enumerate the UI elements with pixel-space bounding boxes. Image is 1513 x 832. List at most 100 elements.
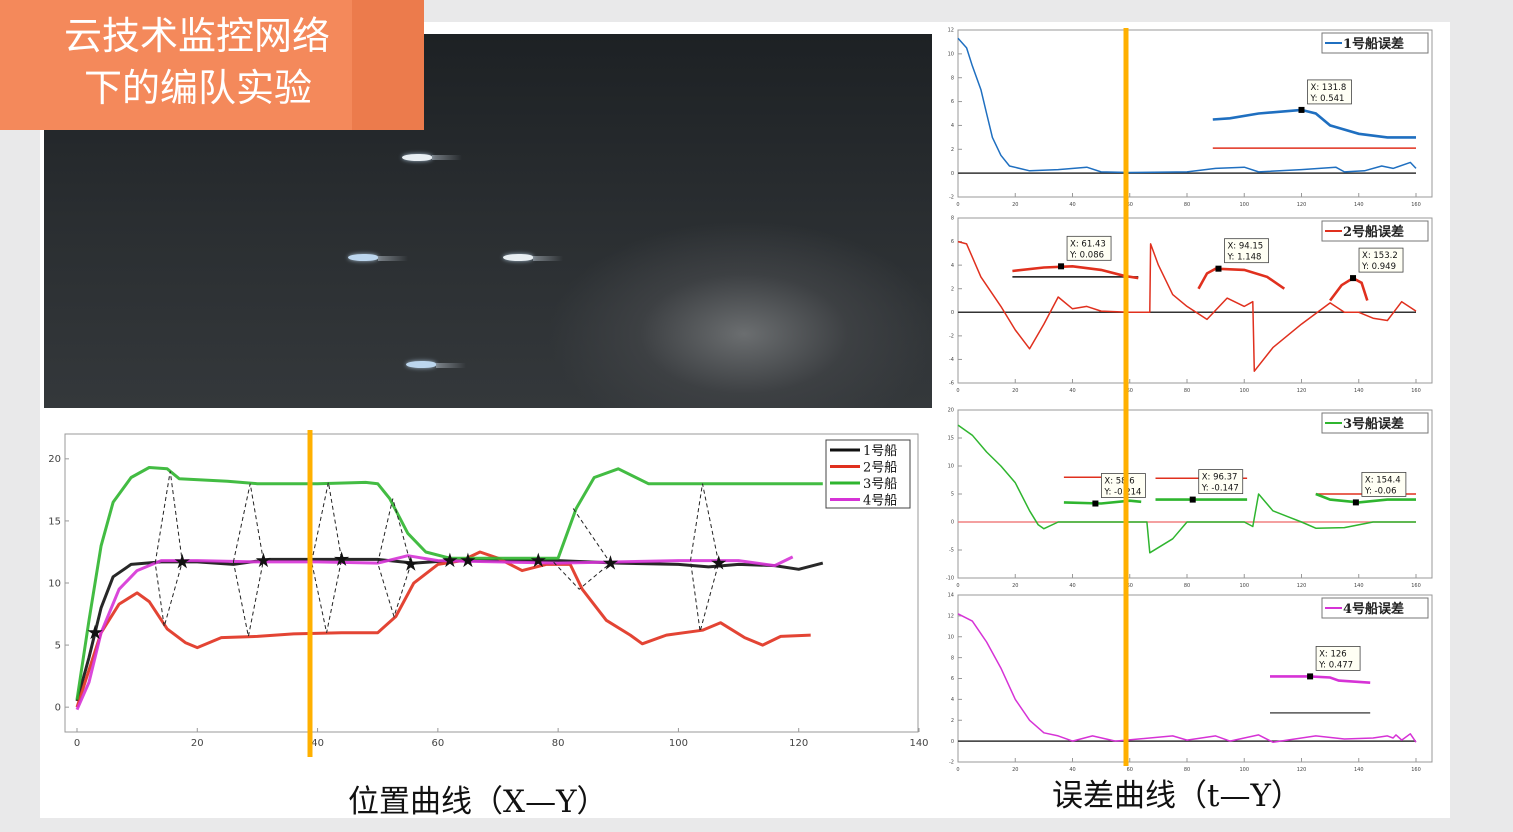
banner-line-2: 下的编队实验 bbox=[84, 66, 313, 110]
datatip-marker bbox=[1352, 499, 1359, 506]
x-tick-label: 80 bbox=[1184, 388, 1190, 394]
zoom-inset-curve bbox=[1197, 267, 1286, 290]
x-tick-label: 140 bbox=[1354, 767, 1364, 773]
boat-wake bbox=[432, 155, 462, 160]
series-line-ship-1 bbox=[75, 557, 824, 702]
x-tick-label: 60 bbox=[1127, 583, 1133, 589]
zoom-inset-curve bbox=[1212, 108, 1416, 139]
x-tick-label: 0 bbox=[956, 583, 959, 589]
formation-link bbox=[551, 508, 612, 590]
banner-line-1: 云技术监控网络 bbox=[64, 14, 331, 58]
legend: 2号船误差 bbox=[1321, 220, 1429, 242]
y-tick-label: -10 bbox=[946, 576, 954, 582]
y-tick-label: 2 bbox=[951, 718, 954, 724]
x-tick-label: 40 bbox=[1069, 583, 1075, 589]
legend-label-ship-3: 3号船 bbox=[863, 477, 897, 492]
datatip-box bbox=[1358, 247, 1404, 273]
chart-error3: 0 20 40 60 80 100 120 140 160 -10 -5 0 5 10 15 20 X: 58.… bbox=[946, 408, 1433, 589]
y-tick-label: 15 bbox=[948, 436, 954, 442]
legend-label-ship-2: 2号船 bbox=[863, 461, 897, 476]
legend-label-ship-4: 4号船 bbox=[863, 494, 897, 509]
y-tick-label: 15 bbox=[48, 516, 61, 527]
y-tick-label: 0 bbox=[951, 310, 954, 316]
x-tick-label: 100 bbox=[1239, 583, 1249, 589]
datatip-marker bbox=[1058, 263, 1065, 270]
datatip-box bbox=[1315, 646, 1361, 671]
datatip-y: Y: 0.477 bbox=[1318, 660, 1353, 670]
legend-label: 3号船误差 bbox=[1343, 416, 1404, 432]
y-tick-label: 0 bbox=[951, 171, 954, 177]
datatip-box bbox=[1361, 471, 1407, 497]
boat-1 bbox=[402, 154, 432, 161]
y-tick-label: -2 bbox=[949, 334, 954, 340]
y-tick-label: -6 bbox=[949, 381, 954, 387]
x-tick-label: 100 bbox=[1239, 202, 1249, 208]
x-tick-label: 20 bbox=[1012, 388, 1018, 394]
leader-star-marker bbox=[174, 553, 190, 569]
datatip-y: Y: 0.541 bbox=[1310, 94, 1345, 104]
x-tick-label: 160 bbox=[1411, 767, 1421, 773]
leader-star-marker bbox=[403, 556, 419, 571]
error-curve-caption: 误差曲线（t—Y） bbox=[1052, 778, 1302, 814]
y-tick-label: 12 bbox=[948, 614, 954, 620]
y-tick-label: 2 bbox=[951, 147, 954, 153]
zoom-inset-curve bbox=[1270, 675, 1371, 684]
x-tick-label: 40 bbox=[1069, 388, 1075, 394]
x-tick-label: 140 bbox=[1354, 202, 1364, 208]
datatip-box bbox=[1066, 235, 1112, 261]
y-tick-label: 20 bbox=[948, 408, 954, 414]
x-tick-label: 120 bbox=[1297, 767, 1307, 773]
y-tick-label: 8 bbox=[951, 655, 954, 661]
y-tick-label: 6 bbox=[951, 99, 954, 105]
leader-star-marker bbox=[602, 555, 619, 570]
legend-label: 4号船误差 bbox=[1343, 601, 1404, 617]
x-tick-label: 140 bbox=[909, 738, 928, 749]
y-tick-label: 8 bbox=[951, 216, 954, 222]
x-tick-label: 140 bbox=[1354, 388, 1364, 394]
x-tick-label: 60 bbox=[431, 738, 444, 749]
title-banner-accent bbox=[352, 0, 424, 130]
leader-star-marker bbox=[255, 552, 272, 568]
x-tick-label: 40 bbox=[311, 738, 324, 749]
x-tick-label: 20 bbox=[1012, 583, 1018, 589]
y-tick-label: 5 bbox=[951, 492, 954, 498]
x-tick-label: 0 bbox=[956, 388, 959, 394]
datatip-y: Y: -0.06 bbox=[1364, 486, 1397, 496]
x-tick-label: 60 bbox=[1127, 767, 1133, 773]
plot-frame bbox=[957, 29, 1433, 198]
legend-box bbox=[1321, 597, 1429, 619]
leader-star-marker bbox=[334, 551, 350, 566]
datatip-x: X: 96.37 bbox=[1202, 473, 1238, 483]
datatip-marker bbox=[1350, 275, 1357, 282]
x-tick-label: 160 bbox=[1411, 583, 1421, 589]
leader-star-marker bbox=[442, 552, 458, 568]
x-tick-label: 100 bbox=[669, 738, 688, 749]
boat-wake bbox=[436, 363, 466, 368]
boat-wake bbox=[533, 256, 563, 261]
x-tick-label: 100 bbox=[1239, 388, 1249, 394]
leader-star-marker bbox=[530, 552, 546, 568]
y-tick-label: 0 bbox=[951, 739, 954, 745]
y-tick-label: 10 bbox=[48, 578, 61, 589]
plot-frame bbox=[957, 217, 1433, 384]
datatip-marker bbox=[1215, 265, 1222, 272]
x-tick-label: 60 bbox=[1127, 388, 1133, 394]
datatip-x: X: 94.15 bbox=[1227, 242, 1263, 252]
x-tick-label: 80 bbox=[552, 738, 565, 749]
legend-box bbox=[1321, 412, 1429, 434]
x-tick-label: 20 bbox=[1012, 202, 1018, 208]
error-line bbox=[957, 613, 1417, 743]
x-tick-label: 0 bbox=[956, 202, 959, 208]
datatip-x: X: 154.4 bbox=[1365, 475, 1401, 485]
boat-wake bbox=[378, 256, 408, 261]
legend-label-ship-1: 1号船 bbox=[863, 444, 897, 459]
x-tick-label: 160 bbox=[1411, 202, 1421, 208]
datatip-x: X: 61.43 bbox=[1070, 239, 1106, 249]
error-line bbox=[957, 37, 1417, 174]
formation-link bbox=[690, 483, 720, 632]
y-tick-label: 0 bbox=[951, 520, 954, 526]
boat-2 bbox=[348, 254, 378, 261]
datatip-box bbox=[1307, 79, 1352, 105]
